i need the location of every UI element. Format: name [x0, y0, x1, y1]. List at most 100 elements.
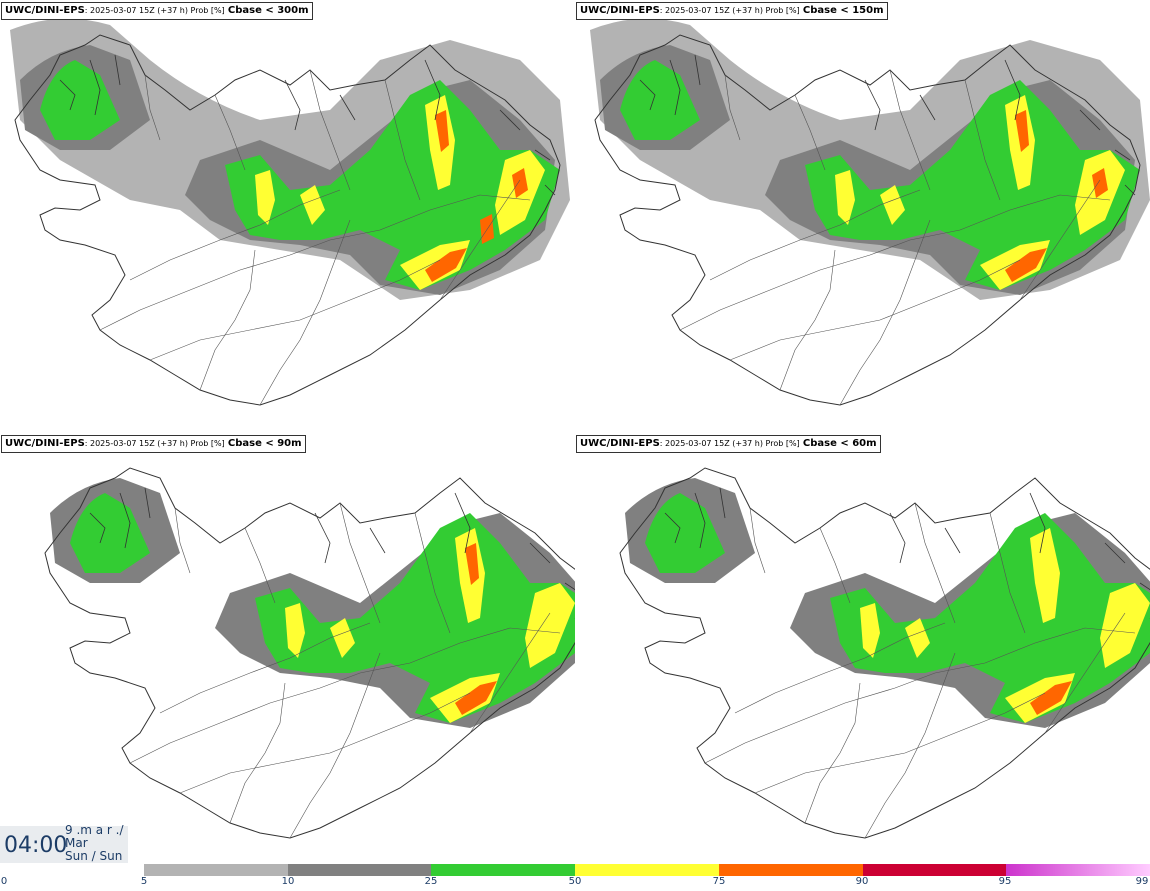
- iceland-map: [590, 18, 1150, 406]
- road-line: [794, 94, 826, 171]
- colorbar-segment-25-50: [431, 864, 576, 876]
- coastline: [14, 34, 561, 406]
- fjord-line: [1114, 149, 1131, 161]
- road-line: [1019, 179, 1101, 301]
- probability-area: [880, 185, 905, 225]
- road-line: [749, 507, 766, 574]
- colorbar-segment-90-95: [862, 864, 1007, 876]
- probability-area: [512, 168, 528, 198]
- valid-date-line-2: Mar: [65, 836, 88, 850]
- probability-area: [255, 513, 575, 723]
- probability-area: [425, 248, 467, 282]
- iceland-map: [44, 467, 575, 839]
- road-line: [129, 189, 341, 281]
- panel-variable: Cbase < 60m: [802, 438, 877, 449]
- coastline: [594, 34, 1141, 406]
- road-line: [229, 682, 286, 824]
- road-line: [159, 622, 371, 714]
- road-line: [99, 194, 531, 331]
- road-line: [214, 94, 246, 171]
- probability-area: [835, 170, 855, 225]
- colorbar-segment-50-75: [575, 864, 719, 876]
- probability-area: [285, 603, 305, 658]
- probability-area: [860, 603, 880, 658]
- colorbar-labels: 0 5 10 25 50 75 90 95 99: [0, 876, 1150, 890]
- road-line: [244, 527, 276, 604]
- probability-area: [465, 543, 479, 585]
- road-line: [469, 612, 551, 734]
- fjord-line: [144, 487, 151, 519]
- road-line: [144, 74, 161, 141]
- colorbar-segment-5-10: [144, 864, 288, 876]
- fjord-line: [369, 527, 386, 554]
- road-line: [864, 652, 956, 839]
- map-layer: [619, 467, 1150, 839]
- coastline: [44, 467, 575, 839]
- road-line: [889, 69, 931, 191]
- probability-area: [455, 681, 497, 715]
- panel-model: UWC/DINI-EPS: [580, 5, 660, 16]
- panel-model: UWC/DINI-EPS: [5, 438, 85, 449]
- fjord-line: [919, 94, 936, 121]
- road-line: [914, 502, 956, 624]
- fjord-line: [119, 492, 131, 549]
- colorbar-label: 5: [140, 876, 148, 887]
- fjord-line: [339, 94, 356, 121]
- coastline: [619, 467, 1150, 839]
- fjord-line: [89, 59, 101, 116]
- road-line: [804, 682, 861, 824]
- panel-model: UWC/DINI-EPS: [5, 5, 85, 16]
- road-line: [729, 259, 1021, 361]
- fjord-line: [544, 184, 556, 196]
- valid-hour: 04:00: [4, 833, 68, 858]
- colorbar: [144, 864, 1150, 876]
- road-line: [704, 627, 1136, 764]
- map-panel: UWC/DINI-EPS: 2025-03-07 15Z (+37 h) Pro…: [575, 433, 1150, 863]
- probability-area: [255, 170, 275, 225]
- fjord-line: [664, 512, 681, 544]
- fjord-line: [1139, 582, 1150, 591]
- colorbar-segment-75-90: [718, 864, 863, 876]
- road-line: [309, 69, 351, 191]
- valid-date-line-1: 9 .m a r ./: [65, 823, 124, 837]
- panel-variable: Cbase < 150m: [802, 5, 884, 16]
- fjord-line: [529, 542, 551, 564]
- probability-area: [805, 80, 1140, 290]
- valid-time-box: 04:00 9 .m a r ./ Mar Sun / Sun: [0, 824, 128, 863]
- panel-title: UWC/DINI-EPS: 2025-03-07 15Z (+37 h) Pro…: [576, 435, 881, 453]
- panel-title: UWC/DINI-EPS: 2025-03-07 15Z (+37 h) Pro…: [1, 2, 313, 20]
- fjord-line: [1104, 542, 1126, 564]
- panel-variable: Cbase < 300m: [227, 5, 309, 16]
- fjord-line: [864, 79, 881, 131]
- probability-area: [1030, 528, 1060, 623]
- fjord-line: [114, 54, 121, 86]
- valid-date: 9 .m a r ./ Mar Sun / Sun: [65, 824, 124, 863]
- road-line: [179, 692, 471, 794]
- fjord-line: [669, 59, 681, 116]
- colorbar-label: 75: [712, 876, 726, 887]
- road-line: [709, 189, 921, 281]
- probability-area: [1015, 110, 1029, 152]
- probability-area: [435, 110, 449, 152]
- probability-area: [1092, 168, 1108, 198]
- road-line: [414, 512, 451, 634]
- road-line: [1044, 612, 1126, 734]
- probability-area: [905, 618, 930, 658]
- road-line: [964, 79, 1001, 201]
- panel-title: UWC/DINI-EPS: 2025-03-07 15Z (+37 h) Pro…: [1, 435, 306, 453]
- panel-meta: : 2025-03-07 15Z (+37 h) Prob [%]: [659, 6, 800, 15]
- colorbar-label: 0: [0, 876, 8, 887]
- colorbar-label: 10: [281, 876, 295, 887]
- iceland-map: [619, 467, 1150, 839]
- panel-meta: : 2025-03-07 15Z (+37 h) Prob [%]: [84, 439, 225, 448]
- valid-date-line-3: Sun / Sun: [65, 849, 123, 863]
- road-line: [439, 179, 521, 301]
- fjord-line: [889, 512, 906, 564]
- road-line: [129, 627, 561, 764]
- fjord-line: [694, 492, 706, 549]
- fjord-line: [454, 492, 471, 554]
- colorbar-label: 90: [855, 876, 869, 887]
- probability-area: [1005, 248, 1047, 282]
- probability-area: [1030, 681, 1072, 715]
- road-line: [174, 507, 191, 574]
